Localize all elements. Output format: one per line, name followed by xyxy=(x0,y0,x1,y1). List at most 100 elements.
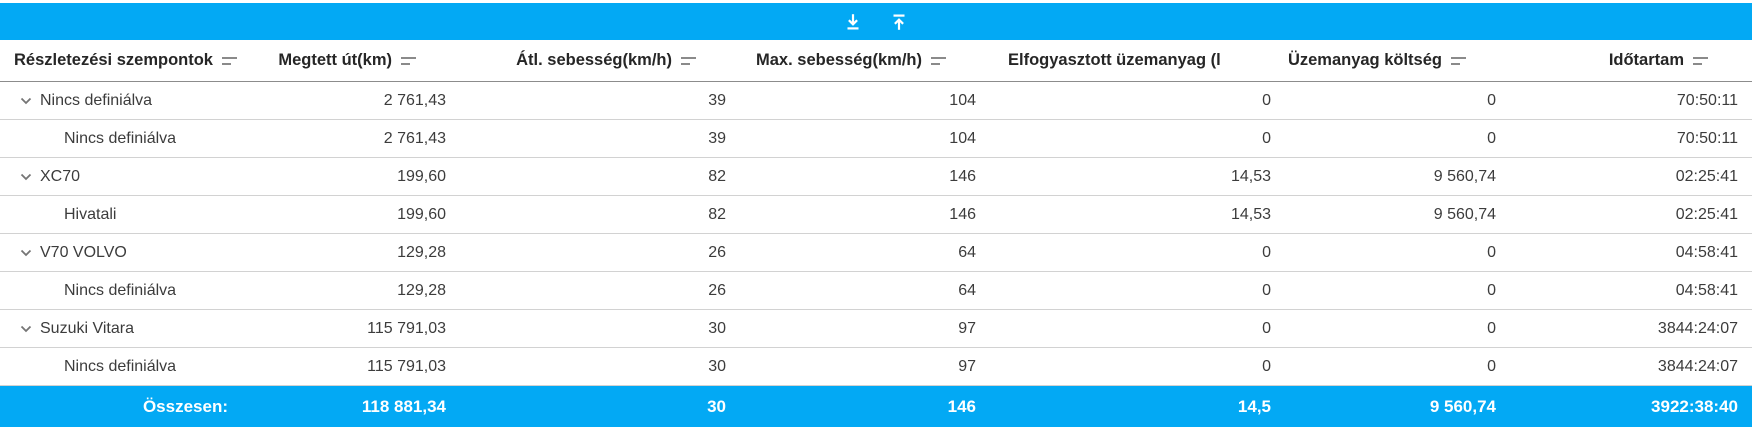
table-row[interactable]: XC70 199,60 82 146 14,53 9 560,74 02:25:41 xyxy=(0,158,1752,196)
row-fuel-consumed: 0 xyxy=(1262,129,1271,147)
column-header-label: Megtett út(km) xyxy=(278,51,392,69)
sort-icon[interactable] xyxy=(681,56,696,65)
table-row[interactable]: Nincs definiálva 129,28 26 64 0 0 04:58:41 xyxy=(0,272,1752,310)
table-row[interactable]: Suzuki Vitara 115 791,03 30 97 0 0 3844:24:07 xyxy=(0,310,1752,348)
row-distance: 2 761,43 xyxy=(383,91,446,109)
chevron-down-icon[interactable] xyxy=(14,89,38,113)
row-name: Nincs definiálva xyxy=(64,129,177,147)
row-fuel-cost: 0 xyxy=(1487,319,1496,337)
summary-table: Részletezési szempontok Megtett út(km) Á… xyxy=(0,40,1752,427)
row-max-speed: 97 xyxy=(958,357,976,375)
column-header-max-speed[interactable]: Max. sebesség(km/h) xyxy=(740,40,990,81)
row-name: Nincs definiálva xyxy=(64,281,177,299)
sort-icon[interactable] xyxy=(931,56,946,65)
row-name: Nincs definiálva xyxy=(40,91,153,109)
upload-button[interactable] xyxy=(885,8,913,36)
row-name-cell: Hivatali xyxy=(0,196,260,233)
sort-icon[interactable] xyxy=(221,56,237,65)
row-avg-speed: 26 xyxy=(708,243,726,261)
row-name-cell: Suzuki Vitara xyxy=(0,310,260,347)
row-avg-speed: 26 xyxy=(708,281,726,299)
row-max-speed: 104 xyxy=(949,129,976,147)
row-name: Hivatali xyxy=(64,205,117,223)
row-duration: 70:50:11 xyxy=(1676,91,1738,109)
total-label: Összesen: xyxy=(142,396,228,416)
column-header-avg-speed[interactable]: Átl. sebesség(km/h) xyxy=(460,40,740,81)
column-header-fuel-cost[interactable]: Üzemanyag költség xyxy=(1285,40,1510,81)
row-max-speed: 97 xyxy=(958,319,976,337)
column-header-fuel-consumed[interactable]: Elfogyasztott üzemanyag (l xyxy=(990,40,1285,81)
column-header-label: Max. sebesség(km/h) xyxy=(756,51,922,69)
row-duration: 04:58:41 xyxy=(1675,281,1738,299)
row-avg-speed: 82 xyxy=(708,205,726,223)
toolbar xyxy=(0,3,1752,40)
total-distance: 118 881,34 xyxy=(361,396,446,416)
row-name-cell: Nincs definiálva xyxy=(0,120,260,157)
column-header-detail-aspects[interactable]: Részletezési szempontok xyxy=(0,40,260,81)
row-fuel-cost: 0 xyxy=(1487,243,1496,261)
row-avg-speed: 30 xyxy=(708,319,726,337)
total-duration: 3922:38:40 xyxy=(1651,396,1738,416)
row-duration: 3844:24:07 xyxy=(1657,319,1738,337)
row-avg-speed: 39 xyxy=(708,129,726,147)
row-distance: 129,28 xyxy=(397,243,446,261)
column-header-duration[interactable]: Időtartam xyxy=(1510,40,1752,81)
total-fuel-cost: 9 560,74 xyxy=(1429,396,1496,416)
row-name-cell: V70 VOLVO xyxy=(0,234,260,271)
total-fuel-consumed: 14,5 xyxy=(1237,396,1271,416)
row-fuel-cost: 0 xyxy=(1487,357,1496,375)
row-duration: 02:25:41 xyxy=(1675,205,1738,223)
column-header-label: Részletezési szempontok xyxy=(14,51,213,69)
download-button[interactable] xyxy=(839,8,867,36)
row-distance: 129,28 xyxy=(397,281,446,299)
sort-icon[interactable] xyxy=(401,56,416,65)
row-fuel-cost: 0 xyxy=(1487,91,1496,109)
table-row[interactable]: Nincs definiálva 115 791,03 30 97 0 0 3844:24… xyxy=(0,348,1752,386)
row-max-speed: 104 xyxy=(949,91,976,109)
row-avg-speed: 30 xyxy=(708,357,726,375)
download-icon xyxy=(842,11,864,33)
row-name-cell: Nincs definiálva xyxy=(0,348,260,385)
table-row[interactable]: Nincs definiálva 2 761,43 39 104 0 0 70:50:11 xyxy=(0,120,1752,158)
column-header-label: Üzemanyag költség xyxy=(1287,51,1442,69)
row-distance: 199,60 xyxy=(397,205,446,223)
upload-icon xyxy=(888,11,910,33)
sort-icon[interactable] xyxy=(1693,56,1708,65)
row-distance: 2 761,43 xyxy=(383,129,446,147)
table-body: Nincs definiálva 2 761,43 39 104 0 0 70:50:11… xyxy=(0,82,1752,386)
row-fuel-cost: 0 xyxy=(1487,281,1496,299)
table-row[interactable]: Nincs definiálva 2 761,43 39 104 0 0 70:50:11 xyxy=(0,82,1752,120)
chevron-down-icon[interactable] xyxy=(14,241,38,265)
sort-icon[interactable] xyxy=(1451,56,1466,65)
table-row[interactable]: V70 VOLVO 129,28 26 64 0 0 04:58:41 xyxy=(0,234,1752,272)
row-duration: 02:25:41 xyxy=(1675,167,1738,185)
row-avg-speed: 82 xyxy=(708,167,726,185)
total-max-speed: 146 xyxy=(947,396,976,416)
row-max-speed: 64 xyxy=(958,281,976,299)
chevron-down-icon[interactable] xyxy=(14,165,38,189)
total-row: Összesen: 118 881,34 30 146 14,5 9 560,7… xyxy=(0,386,1752,427)
row-name-cell: Nincs definiálva xyxy=(0,82,260,119)
row-fuel-consumed: 0 xyxy=(1262,243,1271,261)
row-fuel-consumed: 0 xyxy=(1262,357,1271,375)
total-avg-speed: 30 xyxy=(707,396,726,416)
column-header-label: Elfogyasztott üzemanyag (l xyxy=(1008,51,1221,69)
row-name: V70 VOLVO xyxy=(40,243,127,261)
column-header-distance[interactable]: Megtett út(km) xyxy=(260,40,460,81)
table-header-row: Részletezési szempontok Megtett út(km) Á… xyxy=(0,40,1752,82)
row-max-speed: 64 xyxy=(958,243,976,261)
row-name: Nincs definiálva xyxy=(64,357,177,375)
row-fuel-consumed: 0 xyxy=(1262,319,1271,337)
row-fuel-cost: 9 560,74 xyxy=(1433,167,1496,185)
row-name-cell: Nincs definiálva xyxy=(0,272,260,309)
row-duration: 3844:24:07 xyxy=(1657,357,1738,375)
table-row[interactable]: Hivatali 199,60 82 146 14,53 9 560,74 02:25:4… xyxy=(0,196,1752,234)
row-fuel-cost: 9 560,74 xyxy=(1433,205,1496,223)
chevron-down-icon[interactable] xyxy=(14,317,38,341)
row-fuel-consumed: 0 xyxy=(1262,281,1271,299)
row-duration: 70:50:11 xyxy=(1676,129,1738,147)
row-distance: 115 791,03 xyxy=(367,319,446,337)
row-max-speed: 146 xyxy=(949,167,976,185)
row-fuel-consumed: 14,53 xyxy=(1230,167,1271,185)
